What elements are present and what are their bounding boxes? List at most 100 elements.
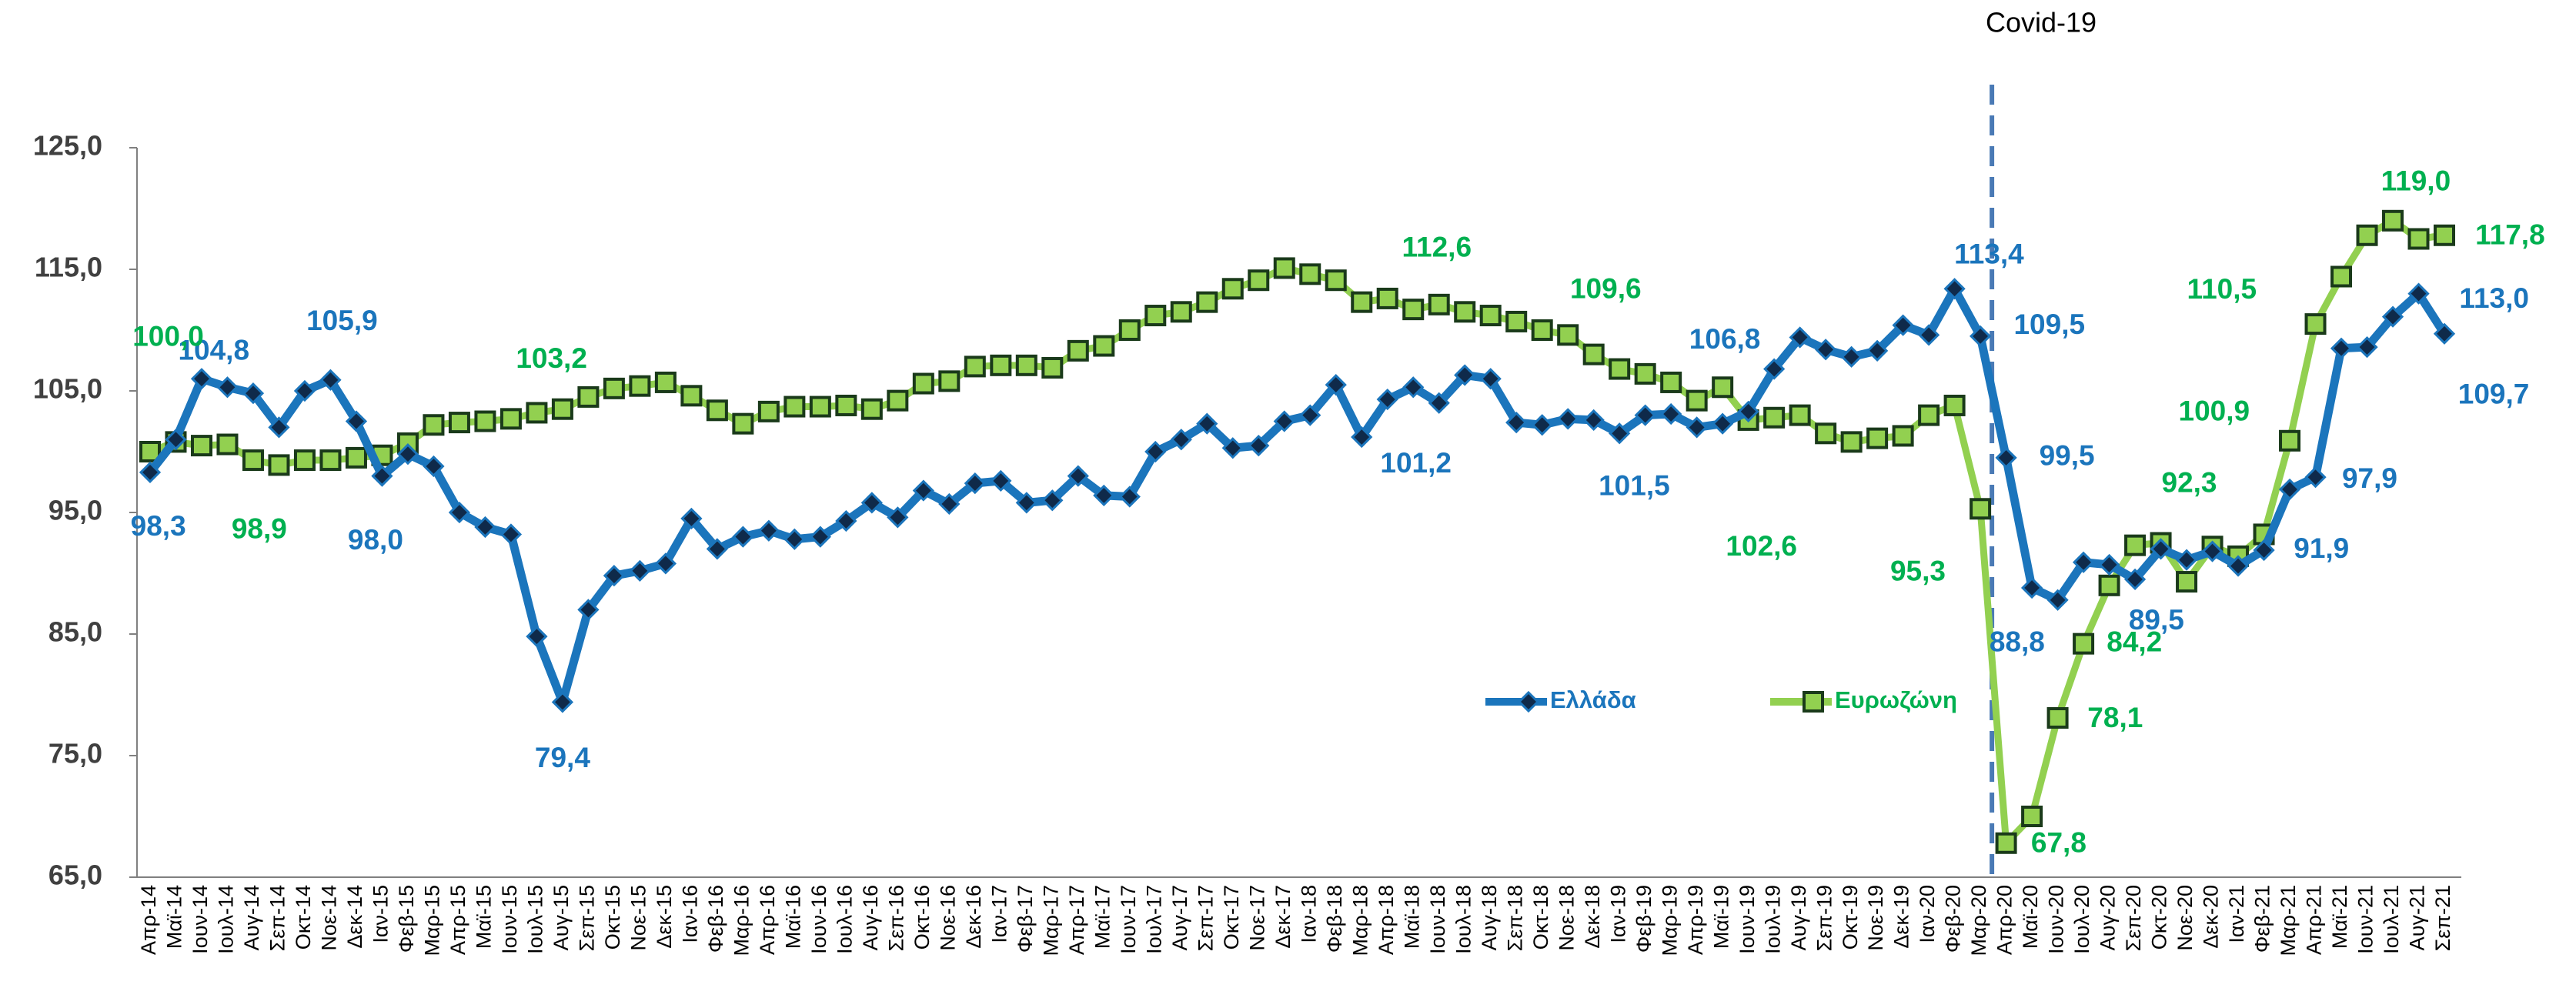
marker	[2123, 568, 2147, 591]
data-label: 79,4	[535, 742, 590, 773]
x-tick-label: Ιουν-20	[2045, 885, 2068, 954]
data-label: 112,6	[1402, 232, 1472, 263]
x-tick-label: Φεβ-21	[2251, 885, 2274, 953]
marker	[242, 449, 264, 472]
data-label: 119,0	[2381, 165, 2451, 196]
marker	[165, 429, 187, 451]
data-label: 100,9	[2179, 395, 2250, 426]
data-label: 98,0	[348, 524, 403, 556]
data-label: 97,9	[2342, 462, 2397, 494]
marker	[1351, 291, 1373, 313]
x-tick-label: Μαϊ-17	[1091, 885, 1114, 949]
x-tick-label: Μαϊ-14	[163, 885, 186, 949]
marker	[629, 375, 651, 397]
marker	[783, 396, 806, 418]
y-tick-label: 65,0	[48, 859, 102, 891]
marker	[1712, 412, 1734, 435]
marker	[319, 369, 342, 391]
marker	[293, 449, 316, 472]
x-tick-label: Σεπ-16	[884, 885, 907, 951]
x-tick-label: Αυγ-21	[2406, 885, 2429, 950]
x-tick-label: Σεπ-19	[1813, 885, 1836, 951]
marker	[654, 552, 677, 575]
marker	[1918, 404, 1940, 426]
marker	[1634, 404, 1656, 426]
marker	[2227, 555, 2250, 577]
marker	[216, 433, 239, 456]
marker	[2407, 282, 2430, 305]
marker	[835, 394, 857, 416]
marker	[2279, 429, 2301, 452]
marker	[783, 528, 806, 550]
x-tick-label: Ιουν-21	[2354, 885, 2377, 954]
y-tick-label: 115,0	[35, 252, 102, 283]
marker	[1582, 343, 1605, 365]
x-tick-label: Δεκ-20	[2200, 885, 2223, 949]
x-tick-label: Αυγ-18	[1478, 885, 1501, 950]
marker	[499, 408, 522, 430]
x-tick-label: Μαρ-16	[730, 885, 753, 956]
data-label: 100,0	[132, 320, 204, 352]
data-label: 84,2	[2107, 626, 2162, 657]
marker	[345, 410, 368, 432]
x-tick-label: Ιουν-17	[1117, 885, 1140, 954]
marker	[371, 465, 393, 487]
marker	[2176, 571, 2198, 593]
x-tick-label: Απρ-19	[1684, 885, 1707, 955]
legend-label: Ευρωζώνη	[1835, 686, 1957, 713]
marker	[1943, 278, 1966, 300]
series-line	[146, 284, 2448, 706]
y-tick-label: 85,0	[48, 616, 102, 648]
data-label: 109,6	[1570, 272, 1642, 304]
marker	[1557, 408, 1579, 430]
marker	[577, 599, 600, 621]
marker	[680, 507, 703, 530]
data-label: 98,9	[232, 513, 287, 545]
x-tick-label: Οκτ-20	[2148, 885, 2171, 950]
marker	[1531, 414, 1553, 436]
marker	[680, 385, 703, 407]
marker	[1221, 437, 1244, 459]
x-tick-label: Σεπ-21	[2431, 885, 2454, 951]
marker	[1815, 422, 1837, 445]
marker	[2098, 574, 2120, 596]
marker	[423, 414, 445, 436]
x-tick-label: Φεβ-20	[1942, 885, 1965, 953]
marker	[1815, 339, 1837, 361]
marker	[423, 455, 445, 478]
x-tick-label: Ιουλ-21	[2380, 885, 2403, 954]
marker	[912, 372, 934, 395]
marker	[732, 412, 754, 435]
x-tick-label: Ιουλ-16	[833, 885, 856, 954]
x-tick-label: Ιαν-21	[2225, 885, 2248, 943]
marker	[1582, 409, 1605, 432]
x-tick-label: Αυγ-15	[550, 885, 573, 950]
x-tick-label: Μαρ-21	[2277, 885, 2300, 956]
x-tick-label: Νοε-15	[627, 885, 650, 951]
x-tick-label: Οκτ-18	[1529, 885, 1552, 950]
marker	[1221, 278, 1244, 300]
data-label: 101,2	[1380, 447, 1452, 479]
marker	[964, 355, 986, 378]
marker	[1789, 404, 1811, 426]
marker	[1248, 269, 1270, 292]
x-tick-label: Νοε-20	[2173, 885, 2197, 951]
marker	[139, 461, 162, 483]
marker	[1273, 257, 1295, 279]
data-label: 89,5	[2129, 604, 2184, 636]
x-tick-label: Σεπ-18	[1503, 885, 1526, 951]
marker	[887, 506, 909, 529]
data-label: 113,4	[1954, 238, 2024, 269]
legend-marker	[1517, 690, 1540, 713]
marker	[1479, 305, 1502, 327]
data-label: 92,3	[2162, 466, 2217, 498]
marker	[396, 432, 419, 454]
x-tick-label: Σεπ-20	[2122, 885, 2145, 951]
marker	[1144, 305, 1167, 327]
x-tick-label: Ιαν-15	[369, 885, 393, 943]
marker	[396, 443, 419, 466]
y-tick-label: 95,0	[48, 495, 102, 526]
marker	[860, 492, 883, 514]
marker	[1093, 484, 1115, 507]
marker	[2381, 305, 2404, 328]
